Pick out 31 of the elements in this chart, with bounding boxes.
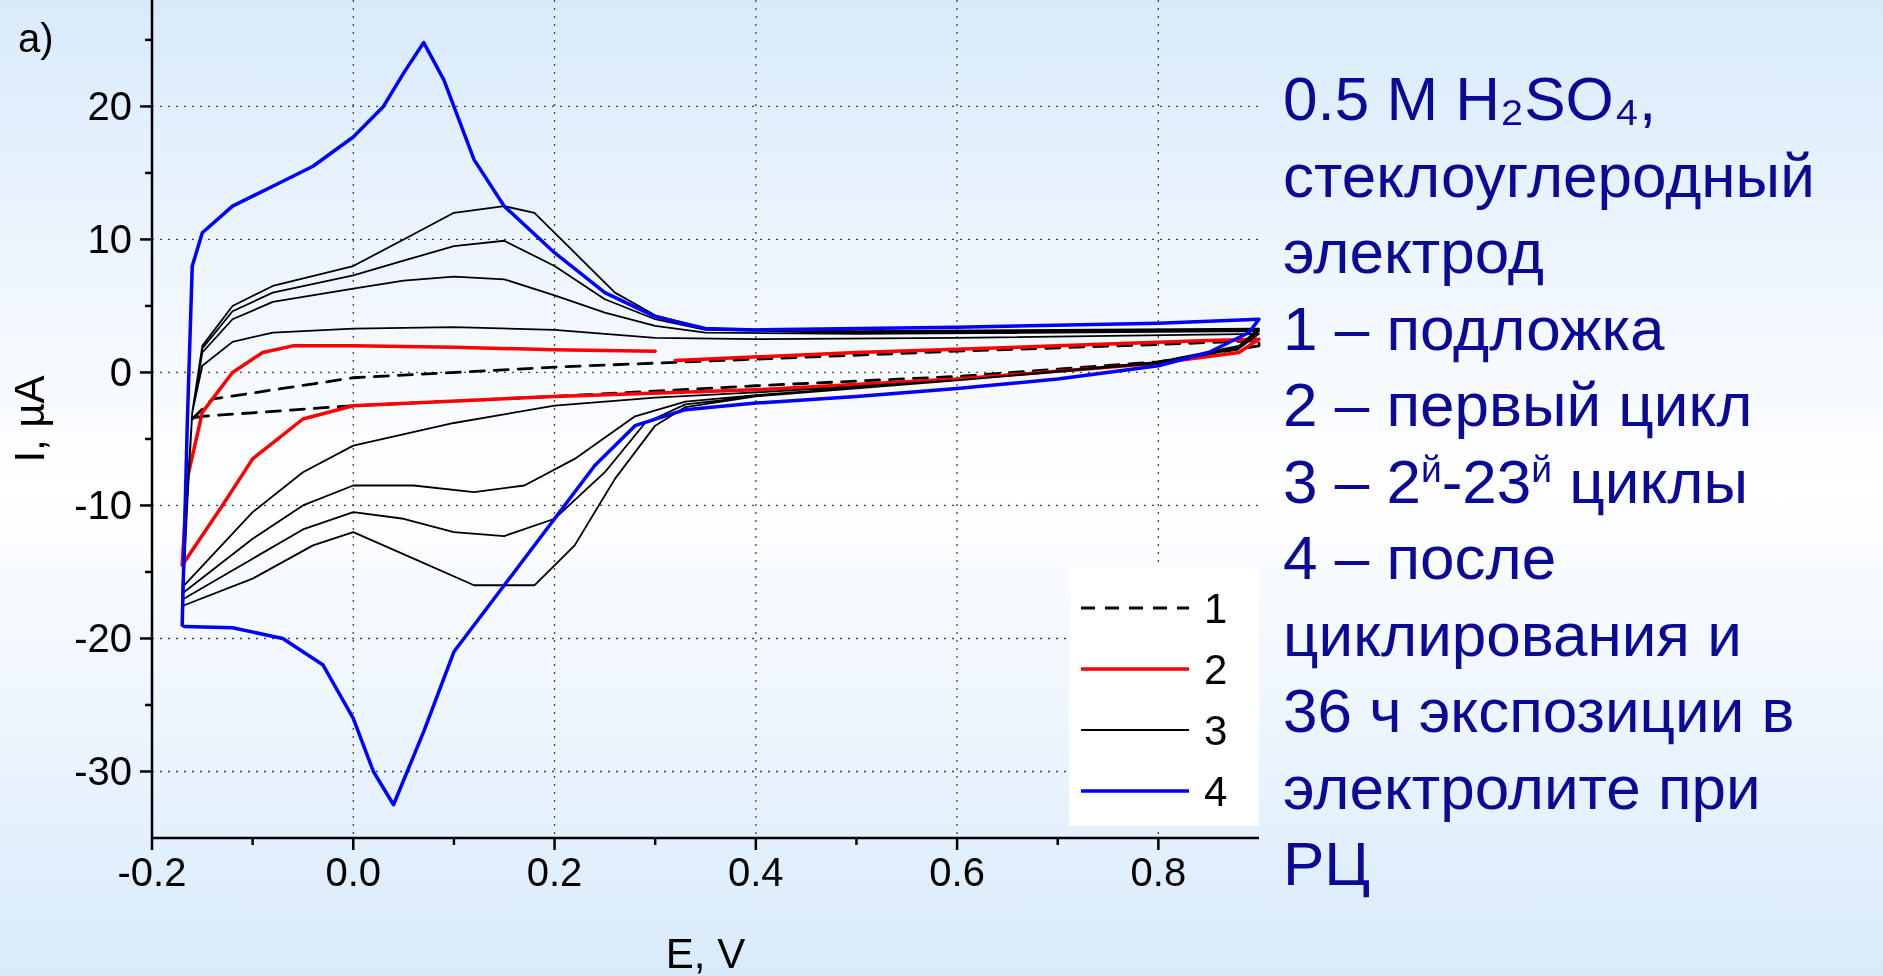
text: 0.5 M H₂SO₄, <box>1283 64 1657 133</box>
text: 1 – подложка <box>1283 293 1665 363</box>
x-tick-label: 0.4 <box>728 850 784 894</box>
text: электрод <box>1283 217 1544 286</box>
y-tick-label: 10 <box>87 217 132 262</box>
legend-label: 1 <box>1204 585 1228 632</box>
text: циклирования и <box>1283 599 1742 669</box>
x-axis-title: E, V <box>665 930 746 976</box>
x-tick-label: -0.2 <box>117 850 187 894</box>
legend-label: 4 <box>1204 768 1228 815</box>
legend-label: 3 <box>1204 707 1228 754</box>
text: 2 – первый цикл <box>1283 370 1753 439</box>
y-tick-label: -30 <box>74 749 132 794</box>
text: a) <box>18 16 54 60</box>
y-tick-label: -10 <box>74 483 132 528</box>
text: 4 – после <box>1283 523 1557 592</box>
y-tick-label: -20 <box>74 616 132 661</box>
text: 36 ч экспозиции в <box>1283 676 1795 745</box>
y-axis-title: I, µA <box>6 375 53 463</box>
text: РЦ <box>1283 829 1371 898</box>
line-series <box>180 40 1261 807</box>
x-tick-label: 0.0 <box>325 850 382 894</box>
x-tick-label: 0.8 <box>1130 850 1187 894</box>
legend-label: 2 <box>1204 646 1228 693</box>
text: стеклоуглеродный <box>1283 140 1815 210</box>
text: 3 – 2$^{й}$-23$^{й}$ циклы <box>1283 446 1749 516</box>
x-tick-label: 0.6 <box>929 850 985 894</box>
y-tick-label: 0 <box>109 350 132 395</box>
text: электролите при <box>1283 752 1761 822</box>
x-tick-label: 0.2 <box>526 850 583 894</box>
y-tick-label: 20 <box>87 84 132 129</box>
